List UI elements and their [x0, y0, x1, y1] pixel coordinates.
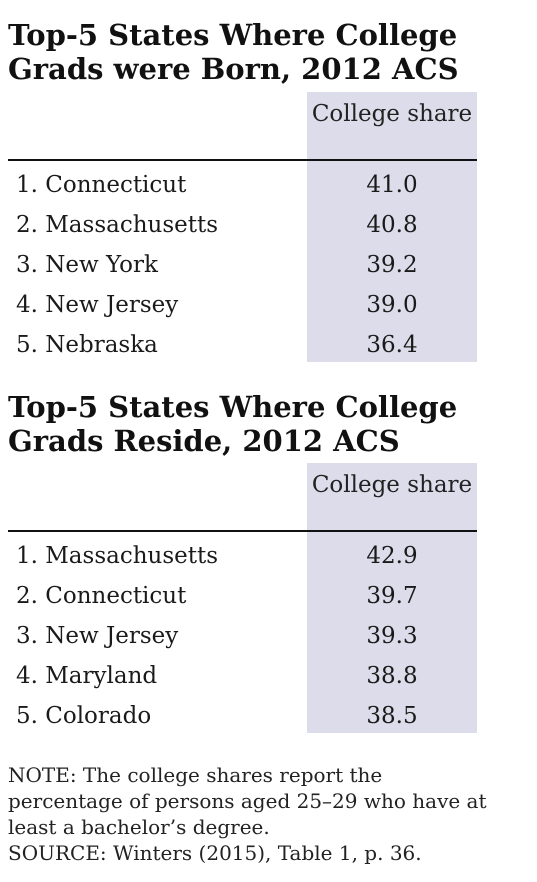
source-text: SOURCE: Winters (2015), Table 1, p. 36. [8, 841, 422, 865]
college-share-value: 36.4 [366, 332, 418, 358]
table-row: 4. Maryland 38.8 [8, 656, 477, 696]
column-header-college-share: College share [311, 472, 473, 498]
table-2-title: Top-5 States Where College Grads Reside,… [8, 390, 458, 458]
state-label: 2. Massachusetts [16, 212, 219, 238]
college-share-value: 38.8 [366, 663, 418, 689]
table-1: College share 1. Connecticut 41.0 2. Mas… [8, 92, 477, 362]
table-row: 2. Massachusetts 40.8 [8, 205, 477, 245]
college-share-column-highlight [307, 92, 477, 362]
college-share-value: 39.3 [366, 623, 418, 649]
college-share-value: 42.9 [366, 543, 418, 569]
state-label: 4. Maryland [16, 663, 158, 689]
state-label: 1. Massachusetts [16, 543, 219, 569]
state-label: 5. Nebraska [16, 332, 158, 358]
header-rule [8, 159, 477, 161]
table-row: 4. New Jersey 39.0 [8, 285, 477, 325]
college-share-column-highlight [307, 463, 477, 733]
table-row: 3. New York 39.2 [8, 245, 477, 285]
college-share-value: 41.0 [366, 172, 418, 198]
column-header-college-share: College share [311, 101, 473, 127]
state-label: 1. Connecticut [16, 172, 187, 198]
table-1-title: Top-5 States Where College Grads were Bo… [8, 18, 459, 86]
college-share-value: 40.8 [366, 212, 418, 238]
table-row: 3. New Jersey 39.3 [8, 616, 477, 656]
state-label: 2. Connecticut [16, 583, 187, 609]
college-share-value: 39.2 [366, 252, 418, 278]
table-row: 5. Colorado 38.5 [8, 696, 477, 736]
footnote: NOTE: The college shares report the perc… [8, 762, 488, 866]
table-row: 5. Nebraska 36.4 [8, 325, 477, 365]
table-row: 1. Massachusetts 42.9 [8, 536, 477, 576]
college-share-value: 38.5 [366, 703, 418, 729]
state-label: 3. New York [16, 252, 158, 278]
college-share-value: 39.0 [366, 292, 418, 318]
table-row: 2. Connecticut 39.7 [8, 576, 477, 616]
state-label: 5. Colorado [16, 703, 152, 729]
table-row: 1. Connecticut 41.0 [8, 165, 477, 205]
header-rule [8, 530, 477, 532]
state-label: 4. New Jersey [16, 292, 179, 318]
note-text: NOTE: The college shares report the perc… [8, 763, 487, 839]
college-share-value: 39.7 [366, 583, 418, 609]
table-2: College share 1. Massachusetts 42.9 2. C… [8, 463, 477, 733]
state-label: 3. New Jersey [16, 623, 179, 649]
